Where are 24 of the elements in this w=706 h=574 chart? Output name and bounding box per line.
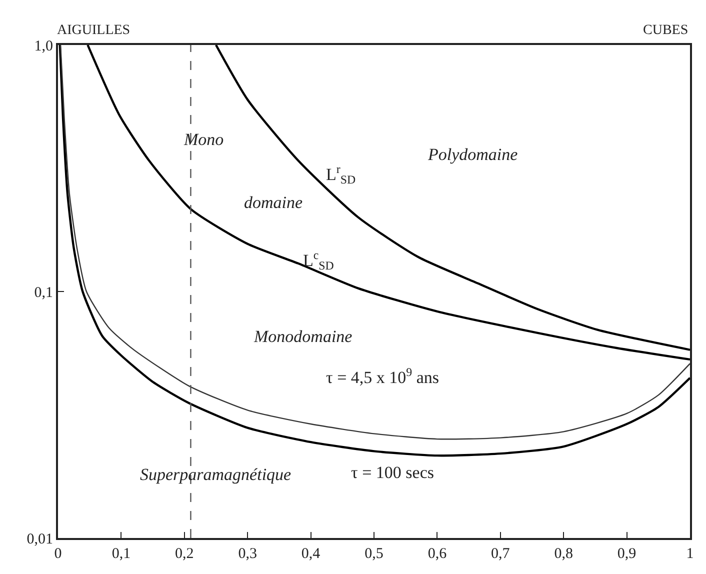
x-tick-label: 0,1 [112, 546, 131, 562]
line-series [86, 45, 690, 361]
x-tick-label: 0,7 [491, 546, 510, 562]
text: AIGUILLES [57, 23, 130, 38]
x-tick-label: 0,8 [554, 546, 573, 562]
y-tick-label: 0,01 [26, 531, 53, 548]
x-tick-label: 0,5 [364, 546, 384, 562]
x-tick-label: 1 [686, 546, 694, 562]
y-tick-label: 0,1 [34, 284, 53, 301]
x-tick-label: 0,4 [301, 546, 321, 562]
y-tick-label: 1,0 [34, 38, 53, 54]
x-tick-label: 0,6 [428, 546, 448, 562]
annotation: τ = 100 secs [351, 463, 434, 482]
x-tick-label: 0,9 [617, 546, 636, 562]
text: CUBES [643, 23, 688, 38]
x-tick-label: 0,2 [175, 546, 194, 562]
annotation: Polydomaine [427, 145, 518, 164]
x-tick-label: 0 [54, 546, 62, 562]
annotation: τ = 4,5 x 10$^{9}$ ans [326, 365, 440, 388]
annotation: Monodomaine [253, 327, 353, 346]
annotation: Superparamagnétique [140, 465, 292, 484]
annotation: Mono [183, 130, 224, 149]
annotation: domaine [244, 193, 303, 212]
x-tick-label: 0,3 [238, 546, 257, 562]
